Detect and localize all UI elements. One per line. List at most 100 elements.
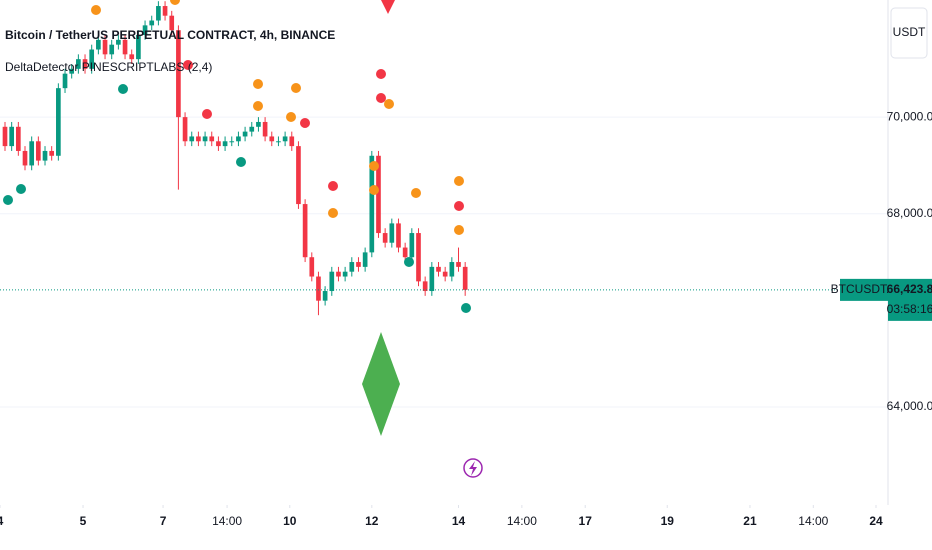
candle-body [282, 136, 288, 142]
x-tick-label: 14:00 [798, 514, 828, 528]
candle-body [229, 141, 235, 143]
dot [404, 257, 414, 267]
price-tag [888, 278, 932, 321]
dot [286, 112, 296, 122]
candle-body [256, 121, 261, 127]
x-tick-label: 19 [661, 514, 675, 528]
candle-body [442, 271, 448, 277]
candle-body [276, 141, 281, 143]
dot [461, 303, 471, 313]
buy-diamond [362, 332, 400, 436]
dot [411, 188, 421, 198]
candles [2, 1, 468, 316]
candle-body [262, 121, 268, 137]
dot [291, 83, 301, 93]
candle-body [56, 88, 61, 156]
dot [91, 5, 101, 15]
x-tick-label: 7 [160, 514, 167, 528]
candle-body [336, 271, 341, 277]
candle-body [429, 266, 435, 292]
candle-body [129, 54, 135, 60]
candle-body [289, 136, 295, 147]
dot [328, 181, 338, 191]
candle-body [49, 150, 55, 156]
countdown-label: 03:58:16 [887, 302, 932, 316]
dot [376, 69, 386, 79]
candle-body [89, 49, 95, 69]
candle-body [222, 141, 228, 147]
candle-body [162, 6, 168, 16]
currency-label[interactable]: USDT [893, 25, 926, 39]
dot [376, 93, 386, 103]
candle-body [169, 15, 175, 31]
candle-body [42, 150, 48, 161]
candle-body [29, 141, 35, 166]
symbol-tag [840, 278, 888, 301]
candle-body [76, 59, 81, 69]
candle-body [109, 44, 115, 55]
candle-body [82, 59, 88, 69]
dot [454, 201, 464, 211]
x-tick-label: 24 [869, 514, 883, 528]
candle-body [382, 233, 388, 243]
candle-body [189, 136, 195, 142]
candle-body [362, 252, 368, 267]
candle-body [436, 266, 441, 272]
dot [384, 99, 394, 109]
grid [0, 116, 888, 408]
symbol-label: BTCUSDT.P [831, 282, 898, 296]
candle-body [322, 291, 328, 301]
x-tick-label: 14:00 [507, 514, 537, 528]
candle-body [202, 136, 208, 142]
candle-body [402, 247, 408, 258]
x-tick-label: 17 [579, 514, 593, 528]
candle-body [462, 266, 468, 290]
candle-body [302, 204, 308, 258]
dot [202, 109, 212, 119]
x-tick-label: 10 [283, 514, 297, 528]
candle-body [329, 271, 335, 292]
candle-body [422, 281, 428, 292]
dot [300, 118, 310, 128]
candle-body [449, 262, 455, 277]
candle-body [409, 233, 415, 258]
candle-body [176, 30, 181, 118]
chart-title: Bitcoin / TetherUS PERPETUAL CONTRACT, 4… [5, 28, 335, 42]
dot [16, 184, 26, 194]
last-price-label: 66,423.8 [887, 282, 932, 296]
dot [369, 161, 379, 171]
candle-body [309, 257, 315, 277]
dot [253, 79, 263, 89]
dot [236, 157, 246, 167]
candle-body [356, 262, 361, 267]
dot [369, 185, 379, 195]
candle-body [296, 146, 301, 205]
candle-body [142, 25, 148, 36]
candle-body [396, 223, 401, 248]
candle-body [69, 68, 75, 74]
candle-body [216, 141, 221, 147]
x-tick-label: 21 [743, 514, 757, 528]
candle-body [389, 223, 395, 243]
currency-button[interactable] [890, 7, 928, 59]
candle-body [16, 126, 21, 151]
dot [183, 60, 193, 70]
candle-body [2, 126, 8, 147]
candle-body [36, 141, 41, 161]
candle-body [182, 117, 188, 142]
dot [454, 225, 464, 235]
candle-body [116, 39, 121, 45]
candle-body [242, 131, 248, 137]
candle-body [96, 39, 101, 50]
candle-body [249, 126, 255, 132]
axes: 64,000.0 68,000.0 70,000.0 4 5 7 14:00 10 12 14 14… [0, 109, 932, 528]
x-tick-label: 4 [0, 514, 4, 528]
dot [454, 176, 464, 186]
dot [170, 0, 180, 5]
y-tick-label: 68,000.0 [887, 206, 932, 220]
y-tick-label: 64,000.0 [887, 399, 932, 413]
indicator-label: DeltaDetector PINESCRIPTLABS (2,4) [5, 60, 212, 74]
x-tick-label: 14:00 [212, 514, 242, 528]
x-tick-label: 5 [80, 514, 87, 528]
